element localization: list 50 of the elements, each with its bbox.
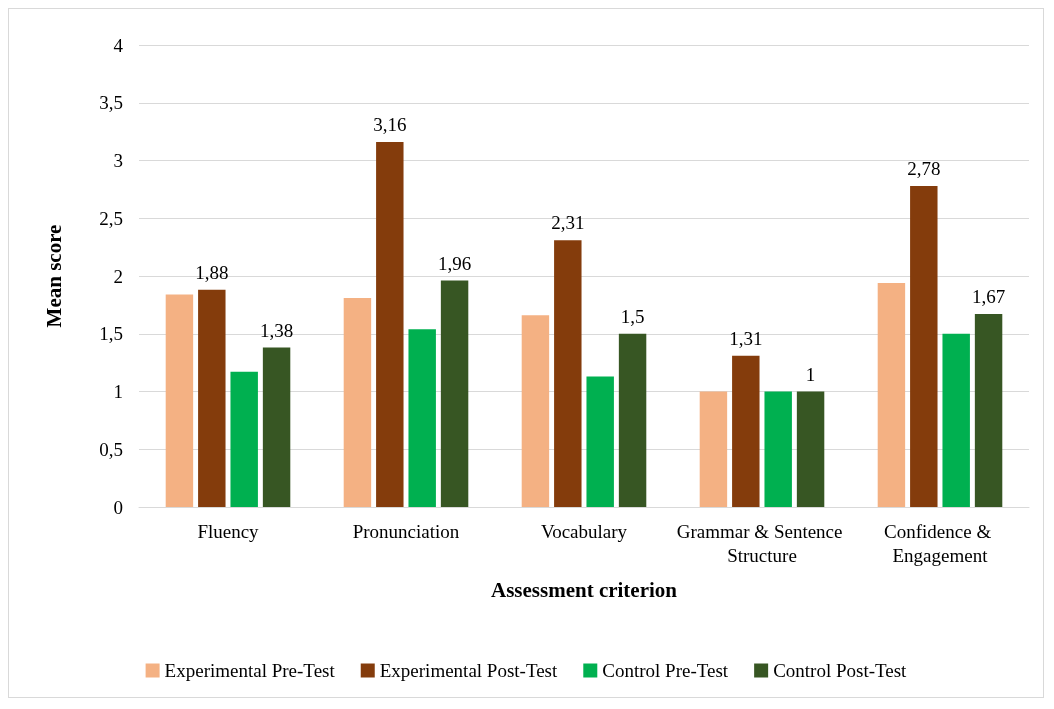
- legend-label: Experimental Pre-Test: [164, 660, 336, 681]
- bar: [796, 391, 825, 507]
- y-tick-label: 3: [113, 150, 123, 171]
- x-tick-label: Grammar & Sentence Structure: [676, 520, 848, 566]
- y-tick-label: 2,5: [99, 207, 123, 229]
- bar: [376, 142, 404, 507]
- y-tick-label: 1: [113, 381, 123, 402]
- data-label: 1,88: [195, 261, 229, 283]
- bar: [974, 314, 1003, 507]
- y-tick-label: 2: [113, 265, 123, 287]
- legend-label: Control Pre-Test: [602, 660, 729, 681]
- bar: [586, 376, 614, 507]
- x-tick-label: Pronunciation: [352, 520, 460, 542]
- bar: [408, 329, 436, 507]
- y-tick-label: 0,5: [99, 438, 123, 460]
- data-label: 2,78: [907, 157, 941, 179]
- bar: [343, 297, 372, 507]
- bar: [262, 347, 291, 507]
- data-label: 1,67: [971, 286, 1006, 308]
- data-label: 3,16: [373, 114, 407, 136]
- data-label: 1: [805, 363, 816, 385]
- legend-label: Control Post-Test: [773, 660, 908, 681]
- legend-label: Experimental Post-Test: [379, 660, 559, 681]
- data-label: 1,96: [437, 252, 472, 274]
- bar: [942, 333, 970, 507]
- data-label: 1,5: [620, 305, 645, 327]
- x-tick-label: Vocabulary: [540, 520, 628, 542]
- x-tick-label: Fluency: [197, 520, 260, 542]
- bar: [198, 289, 226, 507]
- data-label: 1,38: [259, 319, 294, 341]
- bar: [764, 391, 792, 507]
- y-tick-label: 3,5: [99, 92, 123, 114]
- data-label: 1,31: [729, 327, 763, 349]
- y-tick-label: 1,5: [99, 323, 123, 345]
- bar: [910, 185, 938, 507]
- y-tick-label: 4: [113, 34, 124, 56]
- bar: [440, 280, 469, 507]
- bar: [165, 294, 194, 507]
- bar: [618, 333, 647, 507]
- x-tick-label: Confidence & Engagement: [884, 520, 996, 566]
- bar: [230, 371, 258, 507]
- x-axis-title: Assessment criterion: [490, 577, 678, 602]
- y-tick-label: 0: [113, 496, 123, 518]
- y-axis-title: Mean score: [41, 224, 66, 328]
- data-label: 2,31: [551, 212, 585, 234]
- bar: [699, 391, 728, 507]
- bar: [521, 315, 550, 507]
- bar: [554, 240, 582, 507]
- bar: [877, 282, 906, 507]
- bar: [732, 355, 760, 507]
